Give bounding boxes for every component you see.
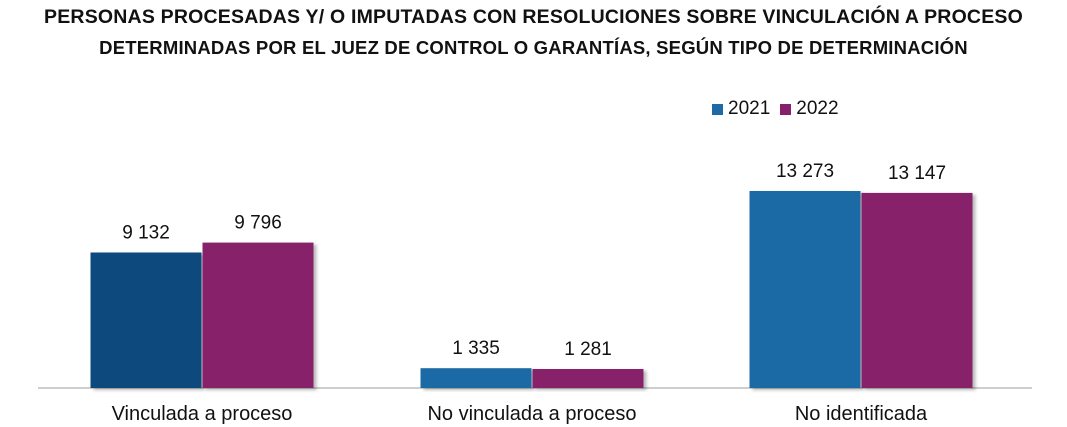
bar-2022-1 (532, 369, 644, 388)
legend-item-2022: 2022 (780, 98, 839, 120)
legend-swatch-2022 (780, 103, 792, 115)
bar-2022-2 (861, 192, 973, 388)
legend-swatch-2021 (712, 103, 723, 115)
chart-subtitle: DETERMINADAS POR EL JUEZ DE CONTROL O GA… (99, 37, 968, 58)
bar-2021-0 (90, 252, 202, 388)
legend-label-2022: 2022 (796, 98, 839, 119)
legend-label-2021: 2021 (728, 98, 771, 119)
data-label-2021-2: 13 273 (776, 161, 834, 182)
category-label-0: Vinculada a proceso (112, 403, 293, 425)
bar-2021-1 (420, 368, 532, 388)
category-label-1: No vinculada a proceso (427, 403, 636, 425)
data-label-2022-2: 13 147 (888, 163, 946, 184)
data-label-2022-0: 9 796 (234, 213, 282, 234)
bar-2021-2 (749, 191, 861, 388)
data-label-2022-1: 1 281 (564, 339, 612, 360)
chart-title: PERSONAS PROCESADAS Y/ O IMPUTADAS CON R… (44, 6, 1023, 28)
bar-2022-0 (202, 242, 314, 388)
category-label-2: No identificada (795, 403, 928, 425)
data-label-2021-1: 1 335 (452, 338, 500, 359)
data-label-2021-0: 9 132 (122, 223, 170, 244)
legend-item-2021: 2021 (712, 98, 770, 120)
legend: 2021 2022 (712, 98, 849, 120)
